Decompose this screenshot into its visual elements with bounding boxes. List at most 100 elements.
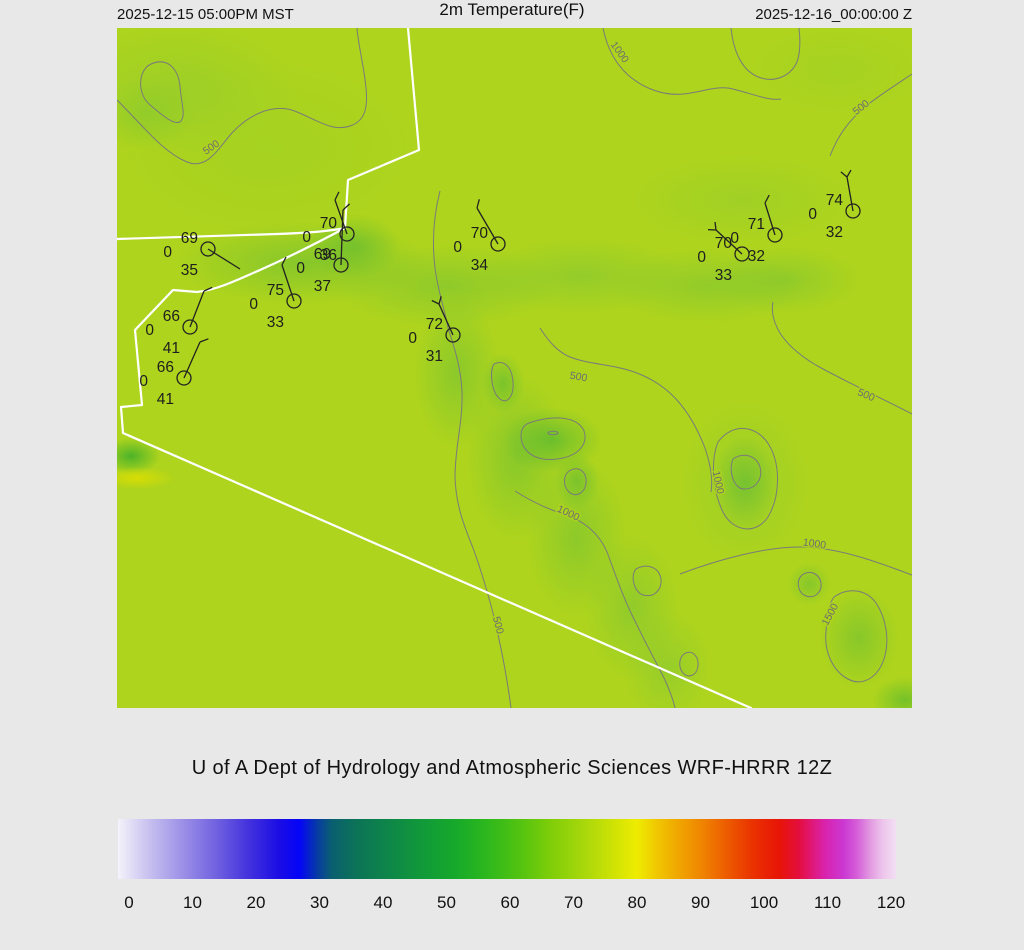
colorbar-tick-label: 110 [813, 893, 842, 912]
station-plot: 72 0 31 [408, 296, 461, 365]
station-temp-label: 71 [748, 216, 765, 233]
station-temp-label: 69 [314, 246, 331, 263]
wind-barb [340, 203, 351, 266]
station-dewpoint-label: 36 [320, 247, 337, 264]
colorbar-tick-label: 100 [749, 893, 779, 912]
station-precip-label: 0 [296, 260, 305, 277]
elevation-contour [140, 61, 184, 123]
contour-label: 500 [851, 97, 872, 117]
station-plot: 66 0 41 [139, 338, 209, 408]
station-temp-label: 66 [163, 308, 180, 325]
station-precip-label: 0 [453, 239, 462, 256]
colorbar-tick-label: 50 [437, 893, 456, 912]
station-plot-layer: 6903570036690377503366041660417003472031… [139, 169, 861, 408]
station-dewpoint-label: 32 [748, 248, 765, 265]
contour-label: 1000 [555, 503, 581, 524]
colorbar-ticks: 0 10 20 30 40 50 60 70 80 90 100 110 120 [118, 893, 905, 915]
station-circle [176, 370, 192, 386]
station-precip-label: 0 [730, 230, 739, 247]
elevation-contour [491, 362, 514, 402]
elevation-contour [602, 28, 782, 100]
station-temp-label: 75 [267, 282, 284, 299]
station-circle [734, 246, 750, 262]
station-plot: 71 0 32 [730, 194, 783, 265]
station-plot: 75 0 33 [249, 256, 302, 331]
station-temp-label: 69 [181, 230, 198, 247]
station-circle [286, 293, 302, 309]
state-border [117, 226, 347, 241]
station-temp-label: 70 [715, 235, 733, 252]
station-precip-label: 0 [145, 322, 154, 339]
station-plot: 74 0 32 [808, 169, 861, 241]
station-temp-label: 72 [426, 316, 443, 333]
station-precip-label: 0 [163, 244, 172, 261]
station-circle [490, 236, 506, 252]
institution-title: U of A Dept of Hydrology and Atmospheric… [191, 757, 833, 779]
contour-label: 500 [490, 615, 506, 635]
station-dewpoint-label: 33 [715, 267, 732, 284]
station-precip-label: 0 [249, 296, 258, 313]
elevation-contour [117, 28, 368, 165]
elevation-contour [679, 546, 912, 576]
colorbar-tick-label: 40 [373, 893, 393, 912]
station-precip-label: 0 [302, 229, 311, 246]
station-circle [200, 241, 216, 257]
geopolitical-borders [117, 28, 753, 708]
wind-barb [334, 191, 348, 235]
elevation-contour [520, 417, 586, 460]
elevation-contour [514, 490, 676, 708]
station-precip-label: 0 [697, 249, 706, 266]
colorbar-tick-label: 10 [183, 893, 202, 912]
mexico-border [121, 431, 753, 708]
valid-time-local: 2025-12-15 05:00PM MST [117, 6, 294, 23]
station-dewpoint-label: 33 [267, 314, 284, 331]
station-dewpoint-label: 41 [163, 340, 180, 357]
elevation-contour [771, 301, 912, 415]
colorbar-tick-label: 120 [876, 893, 906, 912]
elevation-contour [539, 327, 713, 493]
contour-label: 1000 [802, 536, 827, 551]
wind-barb [840, 169, 854, 212]
station-dewpoint-label: 32 [826, 224, 843, 241]
elevation-contour [730, 28, 801, 80]
wind-barb [431, 296, 454, 336]
station-circle [182, 319, 198, 335]
station-dewpoint-label: 41 [157, 391, 174, 408]
station-plot: 70 0 36 [302, 191, 355, 264]
station-precip-label: 0 [808, 206, 817, 223]
state-border [343, 28, 421, 230]
valid-time-utc: 2025-12-16_00:00:00 Z [755, 6, 912, 23]
elevation-contours [117, 28, 912, 708]
colorbar-tick-label: 90 [691, 893, 710, 912]
contour-label: 1000 [710, 470, 727, 495]
elevation-contour [713, 427, 778, 530]
elevation-contour [632, 565, 662, 597]
contour-label: 500 [856, 386, 877, 404]
wind-barb [281, 256, 295, 302]
colorbar-tick-label: 80 [627, 893, 647, 912]
contour-label: 500 [201, 138, 222, 158]
elevation-contour [797, 572, 822, 598]
station-dewpoint-label: 37 [314, 278, 331, 295]
station-circle [767, 227, 783, 243]
station-circle [845, 203, 861, 219]
station-plot: 66 0 41 [145, 286, 213, 357]
station-temp-label: 74 [826, 192, 844, 209]
wind-barb [207, 248, 241, 270]
station-plot: 70 0 34 [453, 199, 506, 274]
temperature-map: 500 1000 500 500 500 1000 500 1000 1000 1500 69 0 3… [117, 28, 912, 708]
state-border [119, 226, 347, 435]
elevation-contour [564, 468, 587, 496]
station-circle [445, 327, 461, 343]
elevation-contour [825, 590, 888, 683]
station-dewpoint-label: 34 [471, 257, 489, 274]
station-precip-label: 0 [408, 330, 417, 347]
station-circle [339, 226, 355, 242]
wind-barb [764, 194, 776, 236]
station-temp-label: 70 [471, 225, 489, 242]
